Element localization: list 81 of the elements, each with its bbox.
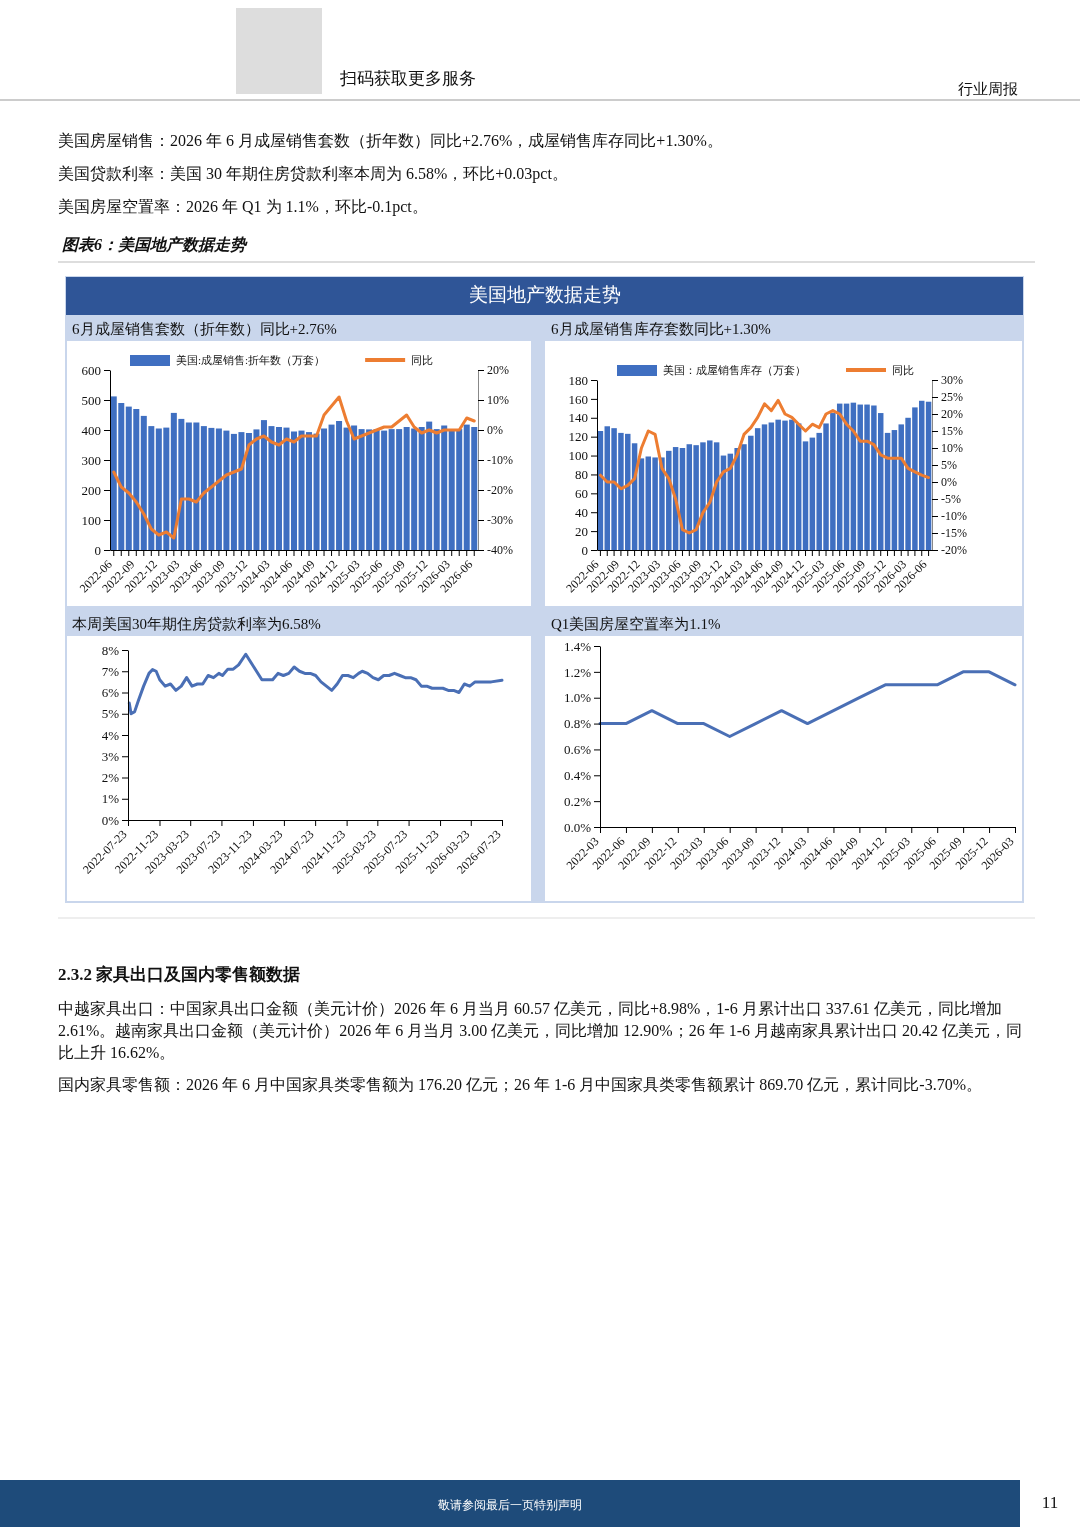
- text: 图表6：美国地产数据走势: [62, 235, 249, 255]
- text: 中越家具出口：中国家具出口金额（美元计价）2026 年 6 月当月 60.57 亿美元，同比+8.98%，1-6 月累计出口 337.61 亿美元，同比增加 2.61%。越南家具出口金额（美元计价）2026 年 6 月当月 3.00 亿美元，同比增加 12.90%；26 年 1-6 月越南家具累计出口 20.42 亿美元，同比上升 16.62%。: [58, 999, 1023, 1063]
- text: 行业周报: [958, 80, 1019, 99]
- bar: [802, 441, 809, 550]
- text: 美国贷款利率：美国 30 年期住房贷款利率本周为 6.58%，环比+0.03pct。: [58, 164, 569, 185]
- line-series: [598, 398, 931, 535]
- y-tick-label: 5%: [101, 706, 120, 722]
- y-tick-label: 6%: [101, 685, 120, 701]
- y2-tick-label: 10%: [487, 393, 509, 408]
- y-tick-label: 3%: [101, 748, 120, 764]
- y-tick-label: 0: [94, 542, 101, 558]
- y2-tick-label: -10%: [487, 453, 513, 468]
- y2-tick-label: 20%: [487, 363, 509, 378]
- y2-tick-label: 25%: [941, 390, 963, 405]
- y-tick-label: 0%: [101, 812, 120, 828]
- text: 美国地产数据走势: [467, 284, 622, 306]
- y-tick-label: 80: [575, 467, 588, 483]
- y-tick-label: 4%: [101, 727, 120, 743]
- y-tick-label: 8%: [101, 642, 120, 658]
- y-tick-label: 0.4%: [563, 767, 592, 783]
- y-tick-label: 180: [568, 372, 588, 388]
- bar: [925, 401, 932, 550]
- legend-label: 美国：成屋销售库存（万套）: [663, 364, 806, 376]
- y2-tick-label: 0%: [487, 423, 503, 438]
- y-tick-label: 120: [568, 429, 588, 445]
- legend-label: 同比: [892, 364, 914, 376]
- bar: [761, 424, 768, 550]
- y2-tick-label: -5%: [941, 492, 961, 507]
- text: 11: [1040, 1492, 1060, 1514]
- y2-tick-label: 30%: [941, 373, 963, 388]
- y2-tick-label: 0%: [941, 475, 957, 490]
- legend-label: 美国:成屋销售:折年数（万套）: [176, 354, 326, 366]
- y-tick-label: 0.0%: [563, 819, 592, 835]
- y-tick-label: 60: [575, 485, 588, 501]
- y2-tick-label: -15%: [941, 526, 967, 541]
- y-tick-label: 20: [575, 523, 588, 539]
- bar: [638, 458, 645, 550]
- y2-tick-label: -30%: [487, 513, 513, 528]
- y-tick-label: 160: [568, 391, 588, 407]
- y-tick-label: 0.2%: [563, 793, 592, 809]
- y-tick-label: 400: [81, 422, 101, 438]
- y-tick-label: 0.6%: [563, 742, 592, 758]
- y-tick-label: 200: [81, 482, 101, 498]
- legend-label: 同比: [411, 354, 434, 366]
- bar: [291, 431, 297, 550]
- y-tick-label: 100: [81, 512, 101, 528]
- text: 美国房屋空置率：2026 年 Q1 为 1.1%，环比-0.1pct。: [58, 197, 429, 218]
- y-tick-label: 1.4%: [563, 638, 592, 654]
- line-series: [112, 395, 476, 540]
- y-tick-label: 1.2%: [563, 664, 592, 680]
- text: 敬请参阅最后一页特别声明: [437, 1497, 583, 1514]
- y2-tick-label: 15%: [941, 424, 963, 439]
- y-tick-label: 0: [581, 542, 588, 558]
- y-tick-label: 1%: [101, 791, 120, 807]
- y2-tick-label: -40%: [487, 543, 513, 558]
- y-tick-label: 500: [81, 392, 101, 408]
- y2-tick-label: -20%: [941, 543, 967, 558]
- y-tick-label: 140: [568, 410, 588, 426]
- y-tick-label: 7%: [101, 663, 120, 679]
- y2-tick-label: 5%: [941, 458, 957, 473]
- text: 美国房屋销售：2026 年 6 月成屋销售套数（折年数）同比+2.76%，成屋销售库存同比+1.30%。: [58, 131, 724, 151]
- y-tick-label: 600: [81, 362, 101, 378]
- text: 国内家具零售额：2026 年 6 月中国家具类零售额为 176.20 亿元；26 年 1-6 月中国家具类零售额累计 869.70 亿元，累计同比-3.70%。: [58, 1075, 983, 1095]
- line-series: [127, 652, 504, 716]
- text: 2.3.2 家具出口及国内零售额数据: [58, 964, 302, 986]
- y-tick-label: 100: [568, 448, 588, 464]
- y-tick-label: 0.8%: [563, 716, 592, 732]
- chart-title: 6月成屋销售库存套数同比+1.30%: [551, 321, 771, 337]
- y2-tick-label: 10%: [941, 441, 963, 456]
- y-tick-label: 1.0%: [563, 690, 592, 706]
- chart-title: 本周美国30年期住房贷款利率为6.58%: [72, 616, 321, 632]
- line-series: [598, 670, 1017, 738]
- chart-title: 6月成屋销售套数（折年数）同比+2.76%: [72, 321, 337, 337]
- y2-tick-label: -20%: [487, 483, 513, 498]
- y-tick-label: 2%: [101, 770, 120, 786]
- y-tick-label: 300: [81, 452, 101, 468]
- y2-tick-label: 20%: [941, 407, 963, 422]
- chart-title: Q1美国房屋空置率为1.1%: [551, 616, 721, 632]
- text: 扫码获取更多服务: [340, 68, 477, 90]
- y-tick-label: 40: [575, 504, 588, 520]
- y2-tick-label: -10%: [941, 509, 967, 524]
